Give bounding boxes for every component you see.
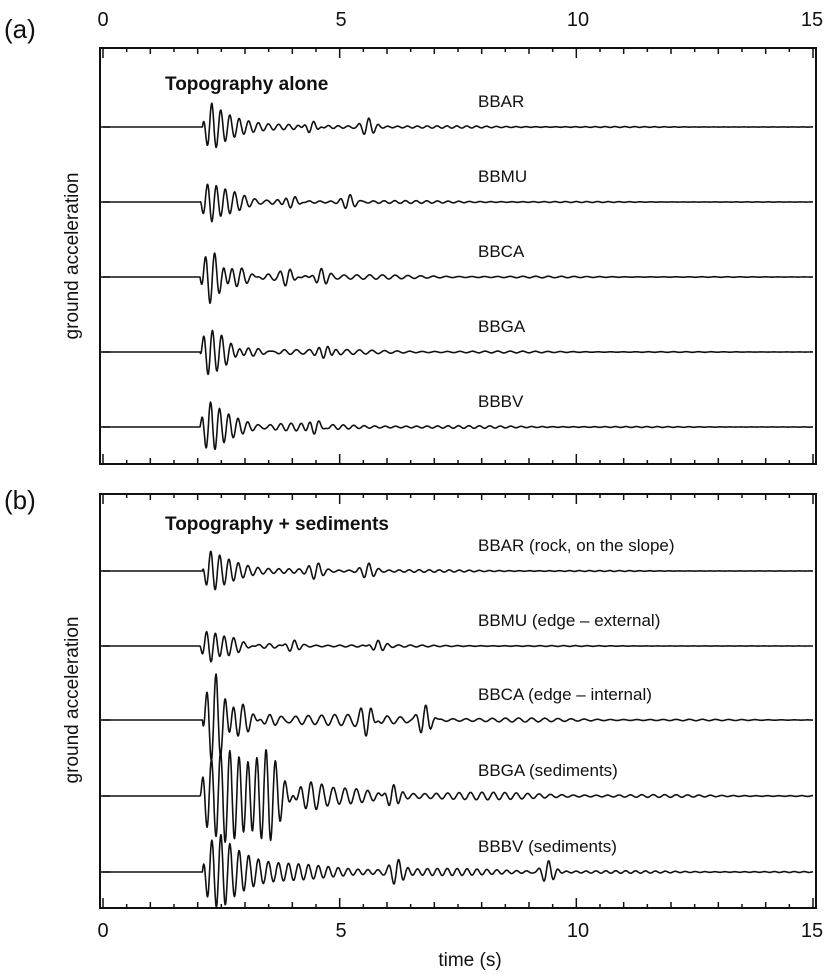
station-label-bbca-b: BBCA (edge – internal) (478, 685, 652, 704)
panel-b-letter: (b) (4, 485, 36, 515)
trace-bbga-b (102, 749, 814, 844)
station-label-bbbv-a: BBBV (478, 392, 524, 411)
panel-a-ylabel: ground acceleration (62, 173, 83, 340)
trace-bbbv-b (102, 833, 814, 908)
station-label-bbbv-b: BBBV (sediments) (478, 837, 617, 856)
panel-a-letter: (a) (4, 14, 36, 44)
station-label-bbga-b: BBGA (sediments) (478, 761, 618, 780)
panel-a-station-labels: BBAR BBMU BBCA BBGA BBBV (478, 92, 527, 411)
panel-b-ylabel: ground acceleration (62, 617, 83, 784)
panel-b-xtick-5: 5 (335, 920, 346, 942)
panel-a-ticks (100, 48, 814, 464)
trace-bbmu-b (102, 630, 814, 663)
trace-bbar-b (102, 550, 814, 591)
panel-b-traces (102, 550, 814, 908)
panel-a-xtick-0: 0 (97, 9, 108, 31)
panel-b-xtick-10: 10 (567, 920, 589, 942)
station-label-bbca-a: BBCA (478, 242, 525, 261)
panel-a-xtick-5: 5 (335, 9, 346, 31)
panel-b: (b) 0 5 10 15 time (s) Topography + sedi… (4, 485, 823, 971)
trace-bbar-a (102, 102, 814, 149)
panel-b-station-labels: BBAR (rock, on the slope) BBMU (edge – ex… (478, 536, 675, 856)
panel-a-traces (102, 102, 814, 451)
panel-b-ticks (100, 494, 814, 908)
panel-b-xtick-15: 15 (801, 920, 823, 942)
trace-bbbv-a (102, 401, 814, 451)
panel-a-xtick-15: 15 (801, 9, 823, 31)
panel-a-title: Topography alone (165, 74, 328, 95)
panel-a: (a) 0 5 10 15 Topography alone ground ac… (4, 9, 823, 465)
trace-bbca-b (102, 673, 814, 762)
station-label-bbar-b: BBAR (rock, on the slope) (478, 536, 675, 555)
station-label-bbga-a: BBGA (478, 317, 526, 336)
panel-b-xlabel: time (s) (438, 950, 501, 971)
station-label-bbmu-b: BBMU (edge – external) (478, 611, 660, 630)
panel-a-frame (99, 47, 817, 465)
station-label-bbmu-a: BBMU (478, 167, 527, 186)
panel-b-title: Topography + sediments (165, 514, 389, 535)
trace-bbga-a (102, 329, 814, 376)
trace-bbmu-a (102, 183, 814, 223)
trace-bbca-a (102, 252, 814, 305)
panel-a-xtick-10: 10 (567, 9, 589, 31)
station-label-bbar-a: BBAR (478, 92, 524, 111)
panel-b-xtick-0: 0 (97, 920, 108, 942)
